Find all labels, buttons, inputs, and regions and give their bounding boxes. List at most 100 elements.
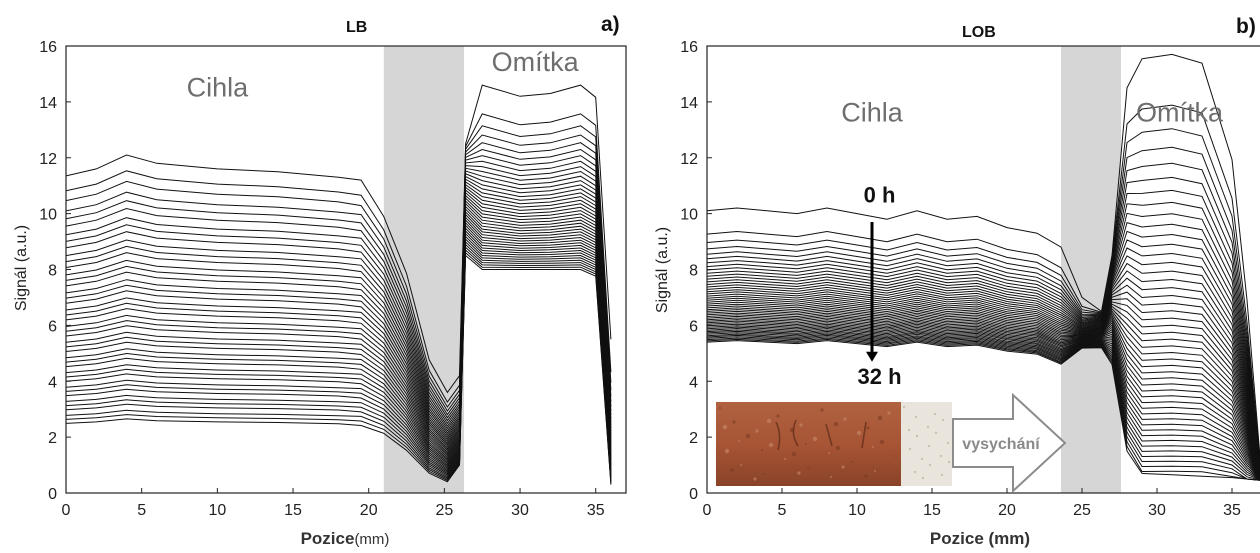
inset-speckle (753, 477, 757, 481)
series-line (66, 113, 612, 404)
series-line (66, 235, 612, 475)
series-line (707, 270, 1260, 473)
inset-speckle (799, 423, 803, 427)
series-line (66, 84, 612, 394)
inset-speckle (908, 447, 912, 451)
series-line (707, 327, 1260, 480)
inset-speckle (866, 426, 870, 430)
annotation-label: 32 h (857, 364, 901, 389)
inset-speckle (907, 428, 911, 432)
inset-speckle (843, 417, 847, 421)
annotation-label: 0 h (864, 182, 896, 207)
series-group (66, 84, 612, 485)
series-line (66, 199, 612, 454)
series-line (66, 191, 612, 448)
series-line (707, 128, 1260, 466)
panel-a-tag: a) (601, 13, 620, 36)
x-tick-label: 25 (1073, 502, 1091, 519)
y-tick-label: 4 (48, 374, 57, 391)
series-line (66, 246, 612, 481)
series-line (707, 309, 1260, 476)
panel-b-title: LOB (962, 24, 996, 41)
series-line (707, 336, 1260, 481)
panel-b: 0 5 10 15 20 25 30 35 0 2 4 6 8 10 12 14 16 Cihla Omítka 0 … (680, 39, 1260, 519)
panel-a-title: LB (346, 19, 367, 36)
series-group (707, 53, 1260, 481)
series-line (66, 229, 612, 471)
y-tick-label: 16 (680, 39, 698, 56)
x-tick-label: 15 (284, 502, 302, 519)
x-tick-label: 10 (208, 502, 226, 519)
x-tick-label: 25 (435, 502, 453, 519)
y-tick-label: 0 (689, 486, 698, 503)
series-line (707, 340, 1260, 481)
series-line (707, 255, 1260, 472)
series-line (707, 221, 1260, 470)
annotation-label: Cihla (187, 72, 250, 102)
series-line (66, 202, 612, 455)
panel-a-ylabel: Signál (a.u.) (13, 225, 30, 311)
series-line (66, 210, 612, 460)
series-line (707, 332, 1260, 480)
series-line (66, 170, 612, 432)
series-line (707, 323, 1260, 479)
series-line (707, 239, 1260, 471)
y-tick-label: 2 (48, 430, 57, 447)
x-tick-label: 20 (360, 502, 378, 519)
inset-speckle (805, 443, 807, 445)
inset-speckle (812, 436, 818, 442)
series-line (66, 155, 612, 422)
series-line (66, 216, 612, 463)
inset-speckle (761, 449, 763, 451)
inset-speckle (730, 468, 734, 472)
series-line (66, 180, 612, 441)
series-line (707, 320, 1260, 478)
y-tick-label: 14 (39, 95, 57, 112)
panel-b-tag: b) (1236, 15, 1256, 38)
series-line (707, 315, 1260, 477)
series-line (66, 186, 612, 445)
series-line (66, 224, 612, 468)
series-line (707, 310, 1260, 477)
series-line (707, 291, 1260, 474)
inset-speckle (851, 461, 853, 463)
panel-b-ylabel: Signál (a.u.) (654, 227, 671, 313)
panel-a-xlabel-unit: (mm) (354, 531, 389, 548)
series-line (707, 284, 1260, 474)
series-line (707, 325, 1260, 479)
inset-speckle (939, 454, 943, 458)
inset-speckle (915, 434, 919, 438)
x-tick-label: 30 (511, 502, 529, 519)
series-line (707, 299, 1260, 475)
series-line (66, 189, 612, 446)
series-line (66, 249, 612, 482)
inset-speckle (745, 433, 751, 439)
y-tick-label: 6 (48, 318, 57, 335)
series-line (66, 254, 612, 485)
inset-speckle (740, 464, 742, 466)
x-tick-label: 35 (1223, 502, 1241, 519)
x-tick-label: 10 (848, 502, 866, 519)
y-tick-label: 10 (39, 207, 57, 224)
series-line (66, 197, 612, 452)
panel-a-xlabel: Pozice(mm) (301, 529, 390, 548)
series-line (66, 173, 612, 434)
inset-speckle (791, 451, 797, 457)
series-line (66, 213, 612, 462)
inset-speckle (927, 444, 931, 448)
x-tick-label: 5 (137, 502, 146, 519)
inset-speckle (766, 418, 772, 424)
series-line (707, 201, 1260, 469)
panel-a-xlabel-main: Pozice (301, 529, 355, 548)
inset-speckle (856, 430, 862, 436)
series-line (707, 262, 1260, 472)
series-line (66, 240, 612, 478)
inset-speckle (768, 442, 774, 448)
series-line (707, 301, 1260, 475)
drying-label: vysychání (962, 436, 1040, 453)
series-line (66, 238, 612, 476)
inset-speckle (719, 407, 721, 409)
series-line (707, 317, 1260, 478)
series-line (66, 205, 612, 457)
series-line (707, 277, 1260, 473)
